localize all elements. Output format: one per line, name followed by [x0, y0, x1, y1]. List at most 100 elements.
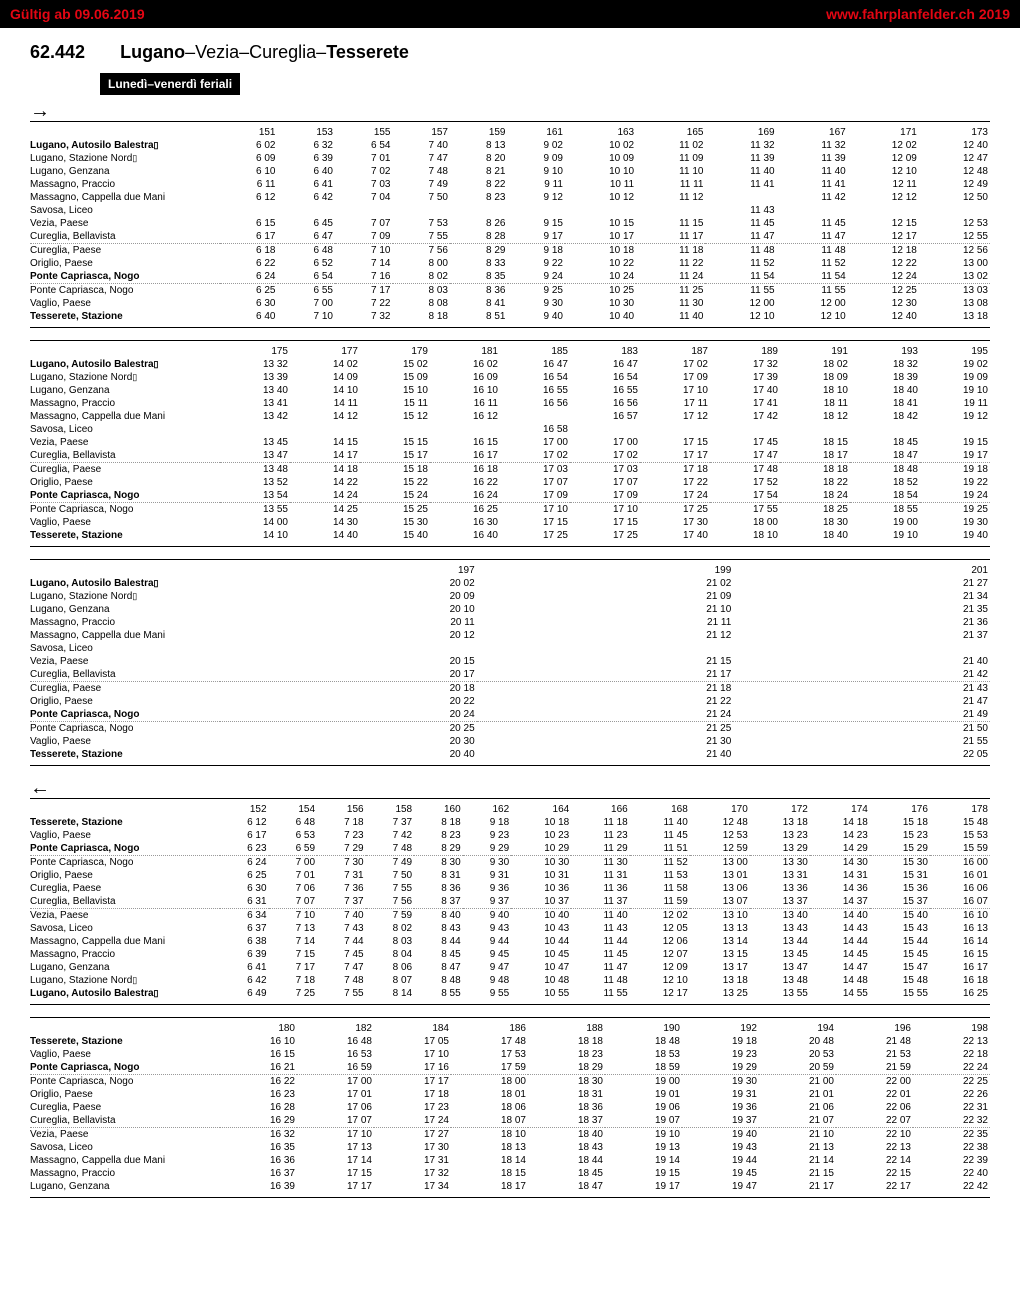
time-cell: 11 10	[636, 165, 705, 178]
time-cell: 16 56	[570, 397, 640, 410]
time-cell: 19 22	[920, 476, 990, 489]
time-cell: 16 59	[297, 1061, 374, 1075]
time-cell: 6 48	[269, 816, 318, 829]
time-cell: 14 45	[810, 948, 870, 961]
stop-name: Vaglio, Paese	[30, 516, 220, 529]
time-cell: 16 10	[430, 384, 500, 397]
time-cell: 18 31	[528, 1088, 605, 1101]
time-cell: 7 00	[278, 297, 336, 310]
timetable-row: Lugano, Genzana6 417 177 478 068 479 471…	[30, 961, 990, 974]
timetable-row: Ponte Capriasca, Nogo6 256 557 178 038 3…	[30, 284, 990, 298]
stop-name: Ponte Capriasca, Nogo	[30, 708, 220, 722]
time-cell: 13 02	[919, 270, 990, 284]
time-cell: 8 02	[393, 270, 451, 284]
time-cell: 7 56	[393, 244, 451, 258]
time-cell: 17 18	[640, 463, 710, 477]
timetable-row: Lugano, Stazione Nord ▯6 427 187 488 078…	[30, 974, 990, 987]
time-cell: 13 48	[750, 974, 810, 987]
time-cell: 7 10	[335, 244, 393, 258]
time-cell: 13 55	[750, 987, 810, 1000]
time-cell: 20 40	[220, 748, 477, 761]
time-cell: 21 13	[759, 1141, 836, 1154]
timetable-row: Vaglio, Paese20 3021 3021 55	[30, 735, 990, 748]
header-left-prefix: Gültig ab	[10, 6, 75, 22]
time-cell: 7 53	[393, 217, 451, 230]
time-cell: 15 44	[870, 935, 930, 948]
time-cell: 18 00	[451, 1075, 528, 1089]
time-cell: 9 36	[463, 882, 512, 895]
timetable-row: Vezia, Paese13 4514 1515 1516 1517 0017 …	[30, 436, 990, 449]
trip-number: 194	[759, 1022, 836, 1035]
trip-number: 185	[500, 345, 570, 358]
time-cell	[850, 423, 920, 436]
time-cell: 8 45	[414, 948, 463, 961]
time-cell: 7 47	[393, 152, 451, 165]
time-cell: 9 10	[508, 165, 566, 178]
time-cell: 20 15	[220, 655, 477, 668]
time-cell: 10 29	[511, 842, 571, 856]
time-cell: 6 45	[278, 217, 336, 230]
time-cell: 22 26	[913, 1088, 990, 1101]
time-cell: 20 59	[759, 1061, 836, 1075]
time-cell: 6 02	[220, 139, 278, 152]
time-cell: 6 42	[220, 974, 269, 987]
time-cell: 16 47	[500, 358, 570, 371]
time-cell: 14 40	[810, 909, 870, 923]
time-cell: 17 32	[710, 358, 780, 371]
time-cell: 7 07	[269, 895, 318, 909]
time-cell: 13 48	[220, 463, 290, 477]
time-cell: 10 02	[565, 139, 636, 152]
time-cell: 11 42	[777, 191, 848, 204]
time-cell: 12 17	[848, 230, 919, 244]
time-cell: 9 18	[463, 816, 512, 829]
time-cell: 10 40	[511, 909, 571, 923]
timetable-row: Massagno, Cappella due Mani16 3617 1417 …	[30, 1154, 990, 1167]
timetable-row: Origlio, Paese16 2317 0117 1818 0118 311…	[30, 1088, 990, 1101]
time-cell: 18 14	[451, 1154, 528, 1167]
time-cell: 20 18	[220, 682, 477, 696]
header-left-date: 09.06.2019	[75, 6, 145, 22]
trip-number: 183	[570, 345, 640, 358]
time-cell: 9 55	[463, 987, 512, 1000]
time-cell: 16 01	[930, 869, 990, 882]
time-cell: 17 23	[374, 1101, 451, 1114]
time-cell: 18 37	[528, 1114, 605, 1128]
time-cell: 12 10	[848, 165, 919, 178]
time-cell: 16 55	[570, 384, 640, 397]
time-cell: 13 32	[220, 358, 290, 371]
time-cell: 6 12	[220, 191, 278, 204]
stop-name: Tesserete, Stazione	[30, 816, 220, 829]
time-cell: 9 48	[463, 974, 512, 987]
time-cell: 17 16	[374, 1061, 451, 1075]
time-cell: 22 14	[836, 1154, 913, 1167]
time-cell: 22 40	[913, 1167, 990, 1180]
time-cell: 16 32	[220, 1128, 297, 1142]
time-cell: 10 17	[565, 230, 636, 244]
trip-number: 166	[571, 803, 630, 816]
trip-number: 201	[733, 564, 990, 577]
time-cell: 6 25	[220, 869, 269, 882]
stop-name: Origlio, Paese	[30, 257, 220, 270]
time-cell: 17 11	[640, 397, 710, 410]
timetable: 197199201Lugano, Autosilo Balestra ▯20 0…	[30, 564, 990, 761]
time-cell: 21 09	[477, 590, 734, 603]
time-cell: 8 30	[414, 856, 463, 870]
time-cell: 22 38	[913, 1141, 990, 1154]
time-cell: 16 15	[930, 948, 990, 961]
time-cell: 14 02	[290, 358, 360, 371]
time-cell: 16 24	[430, 489, 500, 503]
time-cell: 18 43	[528, 1141, 605, 1154]
time-cell: 11 40	[571, 909, 630, 923]
time-cell: 18 12	[780, 410, 850, 423]
trip-number: 195	[920, 345, 990, 358]
trip-number: 167	[777, 126, 848, 139]
trip-number: 164	[511, 803, 571, 816]
time-cell: 8 03	[366, 935, 415, 948]
time-cell: 14 09	[290, 371, 360, 384]
time-cell: 8 48	[414, 974, 463, 987]
time-cell: 16 07	[930, 895, 990, 909]
timetable-row: Lugano, Autosilo Balestra ▯13 3214 0215 …	[30, 358, 990, 371]
time-cell: 19 11	[920, 397, 990, 410]
time-cell: 14 12	[290, 410, 360, 423]
time-cell: 7 56	[366, 895, 415, 909]
